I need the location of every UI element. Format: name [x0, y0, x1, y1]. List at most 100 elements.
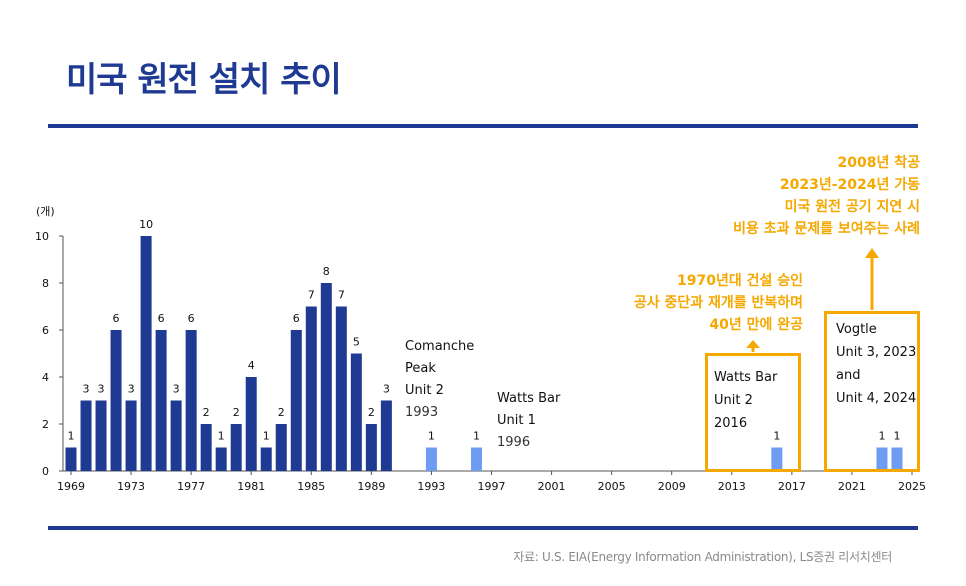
annotation-watts2-line2: Unit 2: [714, 393, 753, 408]
bar: [335, 306, 347, 471]
bar-value-label: 3: [173, 383, 180, 396]
annotation-watts1-line2: Unit 1: [497, 413, 536, 428]
bar-value-label: 7: [338, 289, 345, 302]
bar-value-label: 1: [263, 430, 270, 443]
bar: [350, 353, 362, 471]
annotation-vogtle-and: and: [836, 368, 861, 383]
bar-value-label: 1: [218, 430, 225, 443]
bar-value-label: 3: [128, 383, 135, 396]
bar-value-label: 6: [188, 312, 195, 325]
x-tick-label: 2005: [598, 480, 626, 493]
callout-arrowhead-vogtle: [865, 248, 879, 258]
bar-value-label: 2: [368, 406, 375, 419]
x-tick-label: 2017: [778, 480, 806, 493]
x-tick-label: 2013: [718, 480, 746, 493]
x-tick-label: 1973: [117, 480, 145, 493]
annotation-vogtle-unit3-year: 2023: [883, 345, 917, 360]
callout-vogtle-line3: 미국 원전 공기 지연 시: [784, 199, 920, 215]
bar-value-label: 6: [113, 312, 120, 325]
bar-value-label: 5: [353, 336, 360, 349]
annotation-comanche-line2: Peak: [405, 361, 436, 376]
bar: [185, 330, 197, 471]
bar-value-label: 3: [383, 383, 390, 396]
annotation-watts1-line1: Watts Bar: [497, 391, 561, 406]
callout-arrowhead-watts2: [746, 340, 760, 348]
annotation-comanche-line3: Unit 2: [405, 383, 444, 398]
annotation-watts2: Watts Bar Unit 2 2016: [714, 366, 777, 435]
annotation-vogtle-unit4-label: Unit 4,: [836, 391, 879, 406]
bar: [470, 447, 482, 471]
bar-value-label: 2: [233, 406, 240, 419]
source-note: 자료: U.S. EIA(Energy Information Administ…: [513, 550, 892, 564]
x-tick-label: 2001: [538, 480, 566, 493]
bar: [260, 447, 272, 471]
bar: [305, 306, 317, 471]
x-tick-label: 2025: [898, 480, 926, 493]
bar-value-label: 1: [893, 430, 900, 443]
bar: [290, 330, 302, 471]
callout-watts2: 1970년대 건설 승인 공사 중단과 재개를 반복하며 40년 만에 완공: [634, 270, 803, 336]
y-tick-label: 2: [42, 418, 49, 431]
annotation-vogtle-line1: Vogtle: [836, 322, 877, 337]
annotation-comanche-year: 1993: [405, 405, 439, 420]
bar: [245, 377, 257, 471]
bar-value-label: 1: [428, 430, 435, 443]
annotation-vogtle-unit4-year: 2024: [883, 391, 917, 406]
bar-value-label: 1: [878, 430, 885, 443]
annotation-watts2-year: 2016: [714, 416, 748, 431]
bar-value-label: 3: [83, 383, 90, 396]
bar-value-label: 1: [473, 430, 480, 443]
bar: [140, 236, 152, 471]
y-tick-label: 10: [35, 230, 49, 243]
bar-value-label: 2: [278, 406, 285, 419]
bar-value-label: 4: [248, 359, 255, 372]
y-tick-label: 0: [42, 465, 49, 478]
bar: [170, 400, 182, 471]
annotation-watts1-year: 1996: [497, 435, 531, 450]
bar-value-label: 3: [98, 383, 105, 396]
bar-value-label: 2: [203, 406, 210, 419]
bar-value-label: 8: [323, 265, 330, 278]
bar-value-label: 1: [773, 430, 780, 443]
x-tick-label: 1977: [177, 480, 205, 493]
x-tick-label: 1969: [57, 480, 85, 493]
bar: [200, 424, 212, 471]
annotation-vogtle-unit3-label: Unit 3,: [836, 345, 879, 360]
y-tick-label: 4: [42, 371, 49, 384]
bar: [155, 330, 167, 471]
callout-vogtle-line1: 2008년 착공: [837, 155, 920, 171]
callout-vogtle: 2008년 착공 2023년-2024년 가동 미국 원전 공기 지연 시 비용…: [733, 152, 920, 240]
bar: [771, 447, 783, 471]
x-tick-label: 2009: [658, 480, 686, 493]
annotation-vogtle-unit4: Unit 4, 2024: [836, 387, 916, 410]
bar: [65, 447, 77, 471]
bar: [891, 447, 903, 471]
x-tick-label: 1993: [417, 480, 445, 493]
bar: [320, 283, 332, 471]
page-title: 미국 원전 설치 추이: [66, 60, 342, 100]
callout-watts2-line2: 공사 중단과 재개를 반복하며: [633, 295, 803, 311]
x-tick-label: 1989: [357, 480, 385, 493]
x-tick-label: 1985: [297, 480, 325, 493]
bar-value-label: 7: [308, 289, 315, 302]
highlight-box-watts2: [705, 353, 801, 472]
x-tick-label: 2021: [838, 480, 866, 493]
bar: [275, 424, 287, 471]
highlight-box-vogtle: [824, 311, 920, 472]
bar: [876, 447, 888, 471]
bar-value-label: 6: [158, 312, 165, 325]
bar: [80, 400, 92, 471]
annotation-vogtle: Vogtle Unit 3, 2023 and Unit 4, 2024: [836, 318, 916, 410]
x-tick-label: 1997: [478, 480, 506, 493]
annotation-comanche: Comanche Peak Unit 2 1993: [405, 336, 474, 424]
annotation-watts2-line1: Watts Bar: [714, 370, 778, 385]
top-divider: [48, 124, 918, 128]
bar: [365, 424, 377, 471]
bar: [125, 400, 137, 471]
bar: [110, 330, 122, 471]
bar: [425, 447, 437, 471]
bar-value-label: 6: [293, 312, 300, 325]
bottom-divider: [48, 526, 918, 530]
bar: [380, 400, 392, 471]
